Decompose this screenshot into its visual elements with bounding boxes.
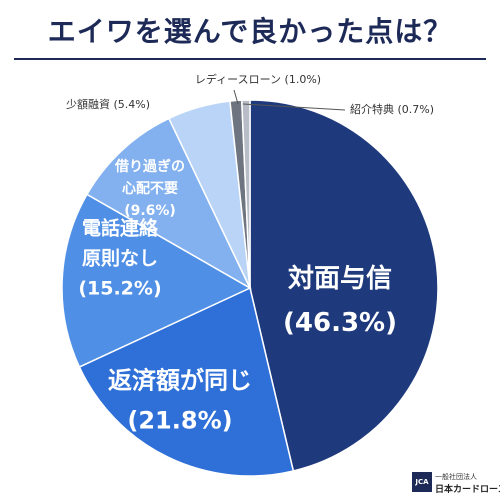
pie-slice [240, 99, 251, 289]
title-divider [14, 58, 486, 60]
leader-line [242, 103, 346, 111]
slice-category-label: 返済額が同じ [108, 366, 252, 394]
jca-logo-icon: JCA [412, 472, 432, 492]
pie-slice [78, 286, 295, 477]
slice-category-label: 原則なし [82, 248, 158, 270]
slice-outside-label: レディースローン (1.0%) [195, 72, 321, 86]
slice-category-label: 対面与信 [288, 264, 392, 294]
logo-name: 日本カードローン協会 [435, 485, 500, 495]
slice-category-label: 心配不要 [122, 181, 178, 197]
logo-subtitle: 一般社団法人 [435, 473, 477, 481]
pie-slice [249, 99, 439, 472]
pie-slice [85, 117, 252, 290]
slice-category-label: 電話連絡 [82, 217, 159, 240]
chart-title: エイワを選んで良かった点は？ [47, 15, 453, 48]
slice-category-label: 借り過ぎの [114, 158, 185, 175]
organization-logo: JCA 一般社団法人 日本カードローン協会 [412, 470, 500, 496]
slice-value-label: (21.8%) [127, 406, 232, 434]
leader-line [233, 89, 239, 105]
slice-value-label: (46.3%) [283, 308, 397, 338]
slice-outside-label: 紹介特典 (0.7%) [350, 102, 434, 116]
slice-value-label: (15.2%) [78, 278, 161, 300]
pie-slice [61, 193, 252, 368]
slice-outside-label: 少額融資 (5.4%) [66, 98, 150, 111]
slice-value-label: (9.6%) [124, 203, 176, 219]
